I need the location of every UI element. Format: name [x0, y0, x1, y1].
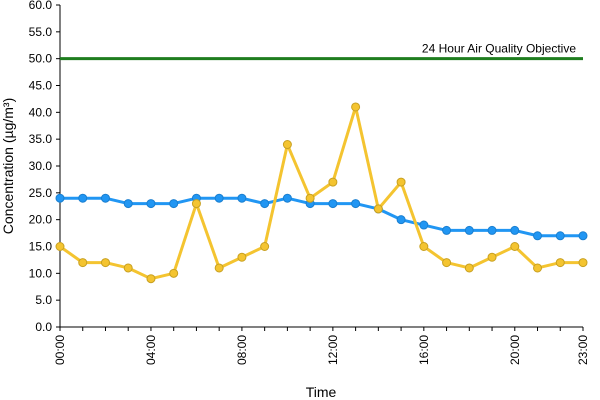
series-1-point	[487, 225, 497, 235]
x-tick-label: 08:00	[235, 335, 249, 365]
y-axis-title: Concentration (µg/m³)	[0, 98, 16, 234]
series-1-point	[123, 199, 133, 209]
series-1-point	[555, 231, 565, 241]
series-1-point	[578, 231, 588, 241]
y-tick-label: 0.0	[35, 320, 52, 334]
series-2-point	[351, 102, 361, 112]
series-1-point	[351, 199, 361, 209]
y-tick-label: 30.0	[29, 159, 53, 173]
series-2-line	[59, 105, 583, 281]
y-tick-label: 25.0	[29, 186, 53, 200]
series-2-point	[191, 199, 201, 209]
series-2-point	[260, 242, 270, 251]
series-1-point	[169, 199, 179, 209]
y-tick-label: 60.0	[29, 0, 53, 12]
series-2	[55, 102, 588, 284]
series-1-point	[419, 220, 429, 230]
series-1-point	[260, 199, 270, 209]
series-2-point	[123, 263, 133, 273]
series-2-point	[419, 242, 429, 251]
y-tick-label: 20.0	[29, 213, 53, 227]
series-1-point	[55, 193, 65, 203]
series-1-point	[237, 193, 247, 203]
series-1-point	[328, 199, 338, 209]
series-2-point	[555, 258, 565, 268]
series-2-point	[282, 140, 292, 150]
series-2-point	[305, 193, 315, 203]
x-tick-label: 16:00	[417, 335, 431, 365]
x-tick-label: 00:00	[53, 335, 67, 365]
series-1-point	[214, 193, 224, 203]
series-1-point	[510, 225, 520, 235]
series-2-point	[578, 258, 588, 268]
series-2-point	[328, 177, 338, 187]
series-2-point	[533, 263, 543, 273]
series-1-point	[396, 215, 406, 225]
series-2-point	[464, 263, 474, 273]
y-tick-label: 10.0	[29, 266, 53, 280]
series-2-point	[442, 258, 452, 268]
series-1-point	[146, 199, 156, 209]
series-2-point	[55, 242, 65, 251]
series-1-point	[100, 193, 110, 203]
series-2-point	[146, 274, 156, 284]
x-tick-label: 12:00	[326, 335, 340, 365]
series-2-point	[373, 204, 383, 214]
x-axis-title: Time	[306, 384, 337, 400]
x-tick-label: 20:00	[508, 335, 522, 365]
series-2-point	[214, 263, 224, 273]
series-2-point	[237, 252, 247, 262]
y-tick-label: 5.0	[35, 293, 52, 307]
series-1-line	[60, 196, 583, 238]
series-2-point	[396, 177, 406, 187]
series-1-point	[282, 193, 292, 203]
series-1-point	[533, 231, 543, 241]
reference-line-label: 24 Hour Air Quality Objective	[422, 42, 576, 56]
series-1-point	[464, 225, 474, 235]
series-2-point	[78, 258, 88, 268]
y-tick-label: 35.0	[29, 132, 53, 146]
x-tick-label: 04:00	[144, 335, 158, 365]
axes: 0.0 5.0 10.0 15.0 20.0 25.0 30.0 35.0 40.0 45.0 50…	[29, 0, 590, 365]
series-1	[55, 193, 588, 241]
series-1-point	[78, 193, 88, 203]
series-2-point	[487, 252, 497, 262]
y-tick-label: 55.0	[29, 25, 53, 39]
series-2-point	[169, 268, 179, 278]
series-group	[55, 102, 588, 284]
y-tick-label: 50.0	[29, 52, 53, 66]
y-tick-label: 15.0	[29, 240, 53, 254]
reference-line-group: 24 Hour Air Quality Objective	[60, 42, 583, 61]
y-tick-label: 40.0	[29, 105, 53, 119]
y-tick-label: 45.0	[29, 79, 53, 93]
series-2-point	[510, 242, 520, 251]
x-tick-label: 23:00	[576, 335, 590, 365]
series-2-point	[100, 258, 110, 268]
series-1-point	[442, 225, 452, 235]
